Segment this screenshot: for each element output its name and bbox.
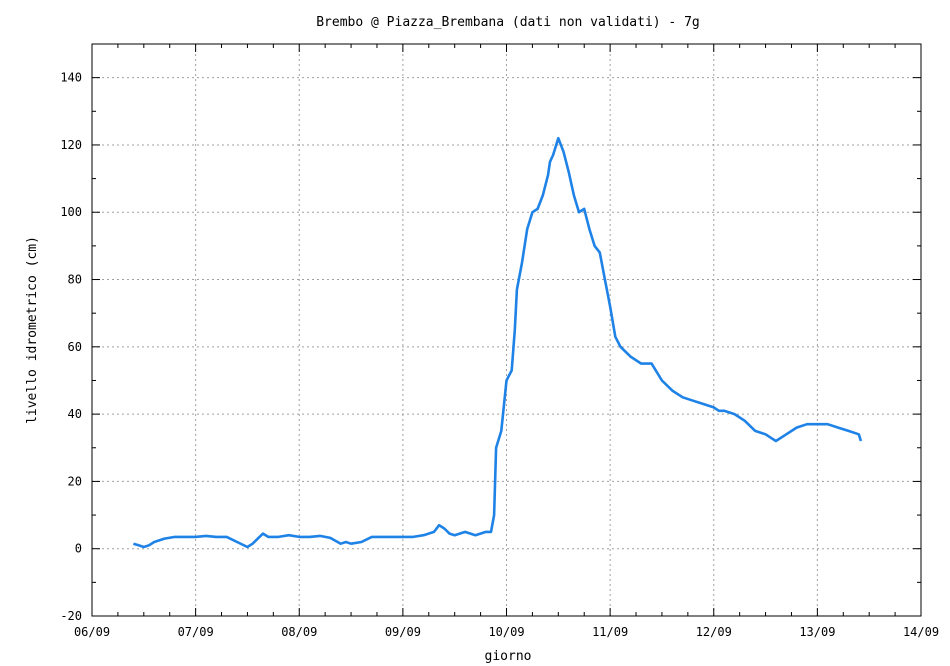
grid-lines — [92, 44, 921, 616]
y-tick-label: 120 — [60, 138, 82, 152]
y-axis-label: livello idrometrico (cm) — [25, 236, 40, 424]
chart-title: Brembo @ Piazza_Brembana (dati non valid… — [316, 15, 700, 30]
y-tick-label: 100 — [60, 205, 82, 219]
x-axis-label: giorno — [485, 649, 532, 664]
x-tick-label: 10/09 — [488, 625, 524, 639]
x-axis-ticks: 06/09 07/09 08/09 09/09 10/09 11/09 12/09 13/09… — [74, 44, 939, 639]
water-level-line — [133, 136, 863, 549]
y-tick-label: -20 — [60, 609, 82, 623]
y-tick-label: 140 — [60, 71, 82, 85]
y-tick-label: 80 — [68, 273, 82, 287]
x-tick-label: 13/09 — [799, 625, 835, 639]
x-tick-label: 09/09 — [385, 625, 421, 639]
x-tick-label: 07/09 — [178, 625, 214, 639]
x-tick-label: 11/09 — [592, 625, 628, 639]
plot-frame — [91, 43, 922, 617]
x-tick-label: 08/09 — [281, 625, 317, 639]
y-tick-label: 0 — [75, 542, 82, 556]
x-tick-label: 14/09 — [903, 625, 939, 639]
y-tick-label: 40 — [68, 407, 82, 421]
x-tick-label: 06/09 — [74, 625, 110, 639]
y-axis-ticks: -20 0 20 40 60 80 100 120 140 — [60, 71, 921, 623]
x-tick-label: 12/09 — [696, 625, 732, 639]
y-tick-label: 60 — [68, 340, 82, 354]
y-tick-label: 20 — [68, 474, 82, 488]
